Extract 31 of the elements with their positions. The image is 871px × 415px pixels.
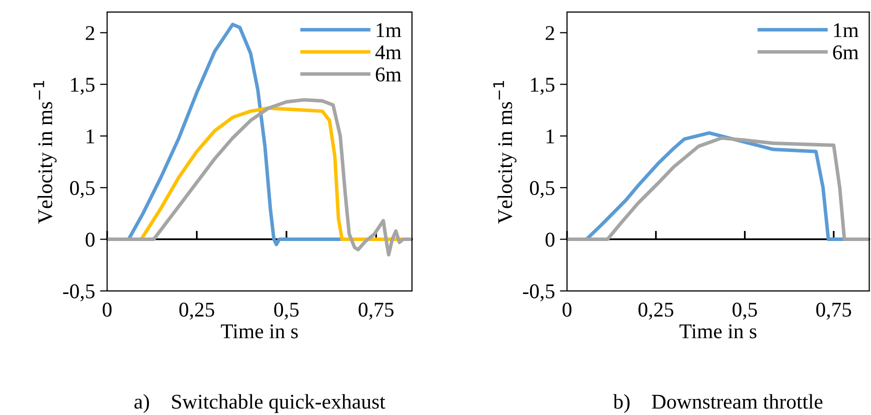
x-tick-label: 0 (562, 302, 572, 317)
x-axis-title: Time in s (220, 324, 298, 338)
y-axis-title: Velocity in ms$^{−1}$ (493, 80, 516, 224)
x-tick-label: 0,25 (179, 302, 214, 320)
text: a) Switchable quick-exhaust (134, 394, 386, 413)
x-tick-label: 0,5 (274, 302, 299, 320)
x-tick-label: 0 (102, 302, 112, 317)
y-tick-label: 0 (546, 232, 554, 247)
y-tick-label: -0,5 (63, 284, 95, 302)
x-tick-label: 0,75 (358, 302, 394, 320)
legend-label: 4m (375, 45, 402, 60)
x-tick-label: 0,25 (638, 302, 674, 320)
y-tick-label: 2 (86, 26, 94, 40)
y-tick-label: 1 (546, 129, 554, 144)
legend-label: 1m (834, 23, 859, 38)
y-tick-label: -0,5 (523, 284, 554, 302)
x-tick-label: 0,5 (732, 302, 758, 320)
y-tick-label: 2 (546, 26, 554, 40)
y-tick-label: 0,5 (530, 181, 554, 198)
x-tick-label: 0,75 (816, 302, 852, 320)
legend-label: 6m (376, 68, 402, 82)
y-tick-label: 1,5 (71, 78, 95, 95)
y-tick-label: 0 (86, 232, 95, 247)
y-tick-label: 1,5 (531, 78, 554, 95)
y-tick-label: 0,5 (70, 181, 95, 198)
y-tick-label: 1 (86, 129, 94, 144)
legend-label: 6m (833, 45, 859, 60)
text: b) Downstream throttle (613, 394, 822, 413)
y-axis-title: Velocity in ms$^{−1}$ (33, 80, 57, 224)
x-axis-title: Time in s (680, 324, 756, 338)
legend-label: 1m (376, 23, 402, 38)
